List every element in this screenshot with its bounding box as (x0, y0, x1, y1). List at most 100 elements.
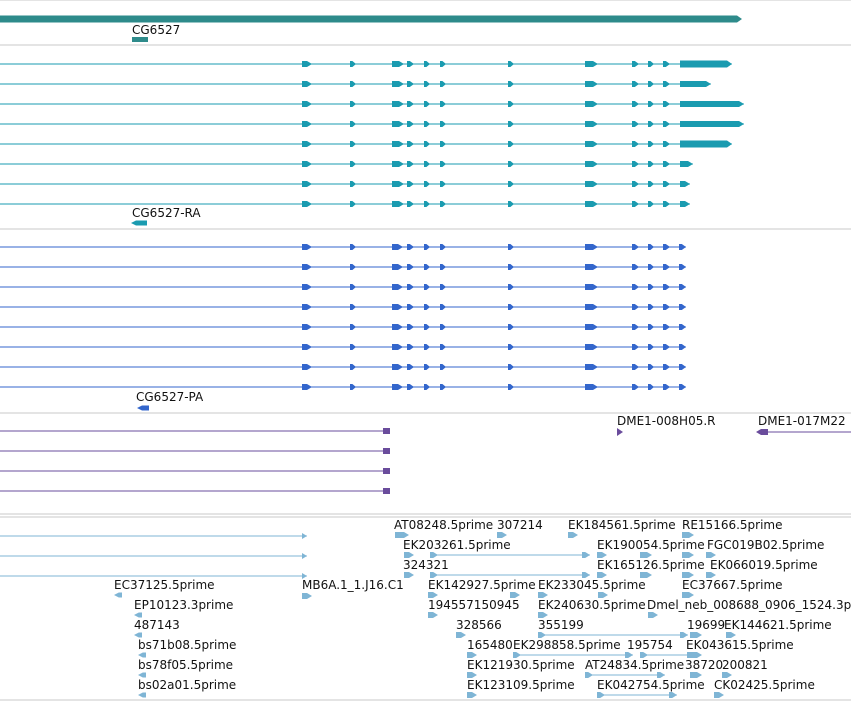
exon[interactable] (302, 141, 312, 147)
exon[interactable] (663, 161, 670, 167)
exon[interactable] (648, 201, 654, 207)
exon[interactable] (440, 264, 446, 270)
exon[interactable] (302, 264, 312, 270)
exon[interactable] (392, 304, 403, 310)
exon[interactable] (508, 284, 514, 290)
exon[interactable] (424, 284, 430, 290)
exon[interactable] (679, 324, 686, 330)
exon[interactable] (568, 532, 578, 538)
exon[interactable] (508, 81, 514, 87)
clone-end[interactable] (383, 448, 390, 454)
exon[interactable] (625, 652, 633, 658)
gene-glyph[interactable] (132, 37, 148, 42)
exon[interactable] (424, 244, 430, 250)
exon[interactable] (440, 364, 446, 370)
exon[interactable] (407, 324, 414, 330)
exon[interactable] (428, 592, 438, 598)
exon[interactable] (407, 141, 414, 147)
exon[interactable] (585, 81, 598, 87)
exon[interactable] (350, 121, 356, 127)
exon[interactable] (663, 101, 670, 107)
exon[interactable] (508, 61, 514, 67)
exon[interactable] (407, 101, 414, 107)
exon[interactable] (392, 264, 403, 270)
exon[interactable] (632, 161, 639, 167)
est-label[interactable]: EK123109.5prime (467, 678, 575, 692)
exon[interactable] (632, 364, 639, 370)
exon[interactable] (424, 264, 430, 270)
exon[interactable] (657, 672, 665, 678)
exon[interactable] (585, 61, 598, 67)
exon[interactable] (663, 61, 670, 67)
exon[interactable] (404, 572, 414, 578)
est-label[interactable]: 165480 (467, 638, 513, 652)
exon[interactable] (407, 264, 414, 270)
exon[interactable] (632, 304, 639, 310)
exon[interactable] (508, 324, 514, 330)
exon[interactable] (669, 692, 677, 698)
exon[interactable] (582, 552, 590, 558)
exon[interactable] (508, 121, 514, 127)
exon[interactable] (424, 121, 430, 127)
exon[interactable] (538, 612, 548, 618)
exon[interactable] (508, 344, 514, 350)
exon[interactable] (508, 244, 514, 250)
exon[interactable] (138, 672, 146, 678)
exon[interactable] (350, 141, 356, 147)
exon[interactable] (585, 264, 598, 270)
exon[interactable] (302, 593, 312, 599)
exon[interactable] (648, 61, 654, 67)
exon[interactable] (585, 324, 598, 330)
exon[interactable] (440, 304, 446, 310)
exon[interactable] (510, 592, 520, 598)
exon[interactable] (663, 344, 670, 350)
exon[interactable] (680, 201, 690, 207)
exon[interactable] (350, 364, 356, 370)
exon[interactable] (508, 364, 514, 370)
exon[interactable] (430, 572, 438, 578)
est-label[interactable]: AT08248.5prime (394, 518, 494, 532)
exon[interactable] (508, 161, 514, 167)
exon[interactable] (350, 101, 356, 107)
exon[interactable] (585, 244, 598, 250)
est-label[interactable]: MB6A.1_1.J16.C1 (302, 578, 404, 592)
exon[interactable] (679, 264, 686, 270)
exon[interactable] (440, 244, 446, 250)
exon[interactable] (395, 532, 409, 538)
exon[interactable] (407, 284, 414, 290)
exon[interactable] (632, 121, 639, 127)
exon[interactable] (497, 532, 507, 538)
exon[interactable] (597, 692, 605, 698)
est-label[interactable]: 195754 (627, 638, 673, 652)
exon[interactable] (598, 592, 608, 598)
exon[interactable] (585, 364, 598, 370)
exon[interactable] (682, 572, 694, 578)
exon[interactable] (138, 652, 146, 658)
clone-end[interactable] (383, 488, 390, 494)
exon[interactable] (350, 81, 356, 87)
exon[interactable] (424, 81, 430, 87)
exon[interactable] (682, 532, 694, 538)
exon[interactable] (690, 652, 702, 658)
exon[interactable] (663, 384, 670, 390)
est-label[interactable]: EK240630.5prime (538, 598, 646, 612)
exon[interactable] (680, 60, 732, 68)
est-label[interactable]: EK298858.5prime (513, 638, 621, 652)
est-label[interactable]: bs78f05.5prime (138, 658, 234, 672)
exon[interactable] (392, 181, 404, 187)
exon[interactable] (467, 692, 477, 698)
exon[interactable] (680, 632, 688, 638)
exon[interactable] (726, 632, 736, 638)
exon[interactable] (632, 384, 639, 390)
exon[interactable] (663, 141, 670, 147)
est-label[interactable]: EK233045.5prime (538, 578, 646, 592)
exon[interactable] (350, 384, 356, 390)
exon[interactable] (424, 101, 430, 107)
exon[interactable] (682, 592, 694, 598)
exon[interactable] (682, 552, 694, 558)
exon[interactable] (440, 324, 446, 330)
exon[interactable] (407, 344, 414, 350)
exon[interactable] (424, 181, 430, 187)
exon[interactable] (508, 201, 514, 207)
exon[interactable] (648, 284, 654, 290)
